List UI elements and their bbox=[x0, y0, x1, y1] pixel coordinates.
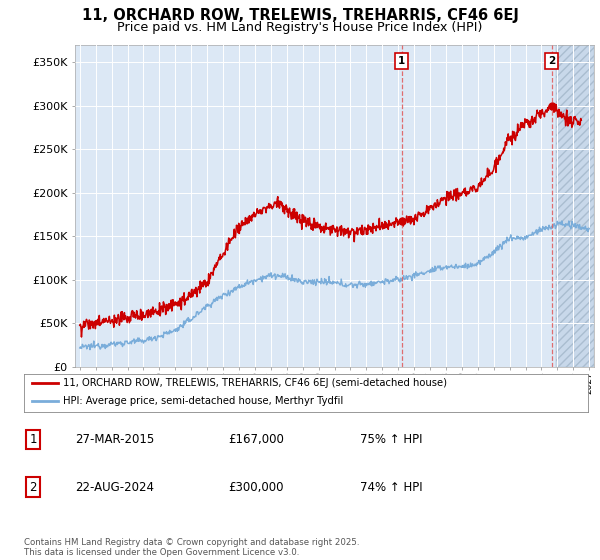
Text: 11, ORCHARD ROW, TRELEWIS, TREHARRIS, CF46 6EJ (semi-detached house): 11, ORCHARD ROW, TRELEWIS, TREHARRIS, CF… bbox=[64, 377, 448, 388]
Text: £167,000: £167,000 bbox=[228, 433, 284, 446]
Text: 1: 1 bbox=[29, 433, 37, 446]
Text: 11, ORCHARD ROW, TRELEWIS, TREHARRIS, CF46 6EJ: 11, ORCHARD ROW, TRELEWIS, TREHARRIS, CF… bbox=[82, 8, 518, 24]
Bar bbox=[556, 45, 594, 367]
Text: Contains HM Land Registry data © Crown copyright and database right 2025.
This d: Contains HM Land Registry data © Crown c… bbox=[24, 538, 359, 557]
Text: £300,000: £300,000 bbox=[228, 480, 284, 494]
Text: 1: 1 bbox=[398, 56, 406, 66]
Text: 22-AUG-2024: 22-AUG-2024 bbox=[75, 480, 154, 494]
Text: 27-MAR-2015: 27-MAR-2015 bbox=[75, 433, 154, 446]
Text: 75% ↑ HPI: 75% ↑ HPI bbox=[360, 433, 422, 446]
Text: 2: 2 bbox=[29, 480, 37, 494]
Text: 74% ↑ HPI: 74% ↑ HPI bbox=[360, 480, 422, 494]
Text: 2: 2 bbox=[548, 56, 555, 66]
Text: HPI: Average price, semi-detached house, Merthyr Tydfil: HPI: Average price, semi-detached house,… bbox=[64, 396, 344, 407]
Bar bbox=[556, 45, 594, 367]
Text: Price paid vs. HM Land Registry's House Price Index (HPI): Price paid vs. HM Land Registry's House … bbox=[118, 21, 482, 34]
